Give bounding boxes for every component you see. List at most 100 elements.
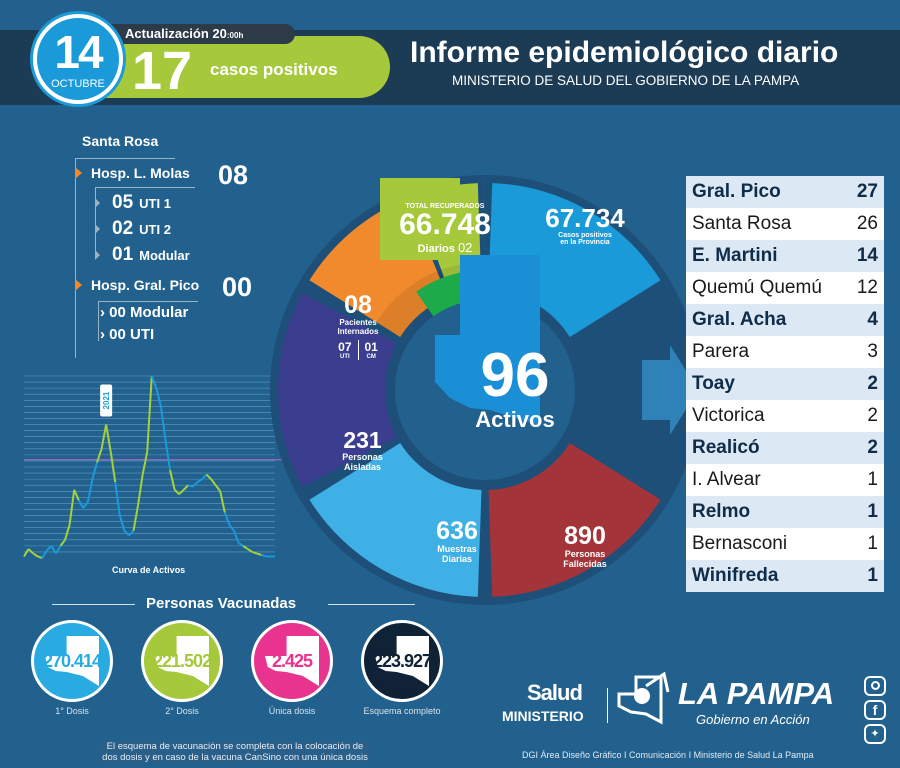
curve-segment bbox=[37, 555, 43, 559]
positives-line2: en la Provincia bbox=[560, 239, 610, 246]
deaths-value: 890 bbox=[564, 522, 606, 550]
curve-segment bbox=[77, 499, 85, 509]
curve-segment bbox=[50, 545, 57, 554]
locality-row: Santa Rosa 26 bbox=[686, 208, 884, 240]
curve-segment bbox=[41, 549, 48, 559]
curve-segment bbox=[109, 451, 117, 483]
sub-item: 05 UTI 1 bbox=[95, 190, 190, 216]
curve-segment bbox=[123, 529, 130, 536]
recovered-block bbox=[380, 178, 460, 260]
samples-arc bbox=[309, 442, 482, 597]
curve-segment bbox=[237, 542, 244, 547]
curve-segment bbox=[137, 474, 144, 506]
divider bbox=[328, 604, 415, 605]
curve-segment bbox=[82, 501, 89, 509]
curve-segment bbox=[223, 512, 231, 525]
locality-count: 2 bbox=[867, 437, 878, 458]
arrow-icon bbox=[95, 224, 100, 234]
locality-name: I. Alvear bbox=[692, 469, 761, 490]
curve-segment bbox=[141, 451, 149, 475]
active-value: 96 bbox=[480, 341, 550, 410]
hospital-sub-list: 05 UTI 1 02 UTI 2 01 Modular bbox=[95, 190, 190, 268]
locality-count: 1 bbox=[867, 501, 878, 522]
instagram-icon[interactable] bbox=[864, 676, 886, 696]
locality-row: Quemú Quemú 12 bbox=[686, 272, 884, 304]
vaccination-value: 2.425 bbox=[271, 650, 313, 671]
sub-label: UTI 1 bbox=[139, 195, 171, 211]
curve-segment bbox=[73, 489, 80, 501]
deaths-segment: 890 Personas Fallecidas bbox=[545, 523, 625, 569]
arrow-icon bbox=[75, 167, 82, 179]
city-label: Santa Rosa bbox=[82, 133, 159, 149]
curve-segment bbox=[247, 548, 253, 553]
vaccination-item: 2.425 Única dosis bbox=[238, 620, 346, 716]
curve-segment bbox=[232, 530, 240, 544]
curve-segment bbox=[150, 375, 158, 389]
locality-name: Winifreda bbox=[692, 565, 779, 586]
sub-label: UTI bbox=[130, 326, 155, 343]
ministerio-logo: MINISTERIO bbox=[502, 708, 584, 724]
positives-value: 67.734 bbox=[545, 203, 625, 233]
locality-row: Relmo 1 bbox=[686, 496, 884, 528]
curve-segment bbox=[68, 489, 76, 525]
hospitalized-value: 08 bbox=[344, 291, 372, 319]
recovered-daily-label: Diarios bbox=[417, 243, 455, 255]
curve-segment bbox=[159, 406, 167, 440]
locality-count: 2 bbox=[867, 373, 878, 394]
curve-segment bbox=[114, 482, 121, 516]
vaccination-badge: 270.414 bbox=[31, 620, 113, 702]
curve-segment bbox=[27, 548, 34, 555]
tree-line-h bbox=[75, 158, 175, 159]
sub-label: UTI 2 bbox=[139, 221, 171, 237]
new-cases-label: casos positivos bbox=[210, 60, 338, 79]
date-badge: 14 OCTUBRE bbox=[33, 14, 123, 104]
sub-label: Modular bbox=[130, 304, 189, 321]
hospitalized-line2: Internados bbox=[337, 327, 379, 336]
vaccination-badge: 223.927 bbox=[361, 620, 443, 702]
facebook-icon[interactable]: f bbox=[864, 700, 886, 720]
brand-tagline: Gobierno en Acción bbox=[696, 712, 810, 727]
locality-count: 1 bbox=[867, 469, 878, 490]
samples-line1: Muestras bbox=[437, 544, 477, 554]
locality-row: Victorica 2 bbox=[686, 400, 884, 432]
curve-segment bbox=[64, 524, 71, 541]
curve-segment bbox=[91, 462, 98, 480]
sub-count: 05 bbox=[112, 192, 134, 213]
curve-segment bbox=[23, 548, 30, 557]
locality-name: Toay bbox=[692, 373, 735, 394]
sub-item: 02 UTI 2 bbox=[95, 216, 190, 242]
isolated-segment: 231 Personas Aisladas bbox=[325, 428, 400, 472]
curve-segment bbox=[132, 504, 140, 531]
vaccination-list: 270.414 1° Dosis 221.502 2° Dosis 2.425 Única… bbox=[18, 620, 443, 716]
vaccination-label: 1° Dosis bbox=[55, 706, 89, 716]
province-map-icon bbox=[435, 255, 540, 425]
hospital-total: 08 bbox=[218, 160, 249, 190]
vaccination-item: 223.927 Esquema completo bbox=[348, 620, 456, 716]
locality-name: Santa Rosa bbox=[692, 213, 792, 234]
sub-item: › 00 UTI bbox=[100, 326, 155, 343]
arrow-icon bbox=[95, 250, 100, 260]
positives-line1: Casos positivos bbox=[558, 232, 612, 239]
curve-segment bbox=[219, 491, 226, 513]
curve-segment bbox=[183, 484, 189, 491]
tree-line bbox=[95, 187, 96, 257]
curve-segment bbox=[55, 545, 62, 554]
locality-row: I. Alvear 1 bbox=[686, 464, 884, 496]
locality-row: Toay 2 bbox=[686, 368, 884, 400]
curve-segment bbox=[128, 529, 135, 536]
locality-count: 1 bbox=[867, 565, 878, 586]
locality-name: E. Martini bbox=[692, 245, 778, 266]
curve-segment bbox=[146, 375, 153, 452]
tree-line bbox=[98, 301, 99, 341]
update-time: Actualización 20:00h bbox=[100, 24, 295, 44]
la-pampa-emblem-icon bbox=[617, 672, 670, 725]
curve-segment bbox=[228, 524, 235, 532]
hospital-name: Hosp. Gral. Pico bbox=[91, 277, 200, 293]
summary-wheel bbox=[270, 175, 700, 605]
deaths-line1: Personas bbox=[564, 549, 606, 559]
twitter-icon[interactable]: ✦ bbox=[864, 724, 886, 744]
locality-row: Gral. Acha 4 bbox=[686, 304, 884, 336]
sub-label: Modular bbox=[139, 247, 190, 263]
vaccination-label: 2° Dosis bbox=[165, 706, 199, 716]
new-cases-pill: 17 casos positivos bbox=[100, 36, 390, 98]
